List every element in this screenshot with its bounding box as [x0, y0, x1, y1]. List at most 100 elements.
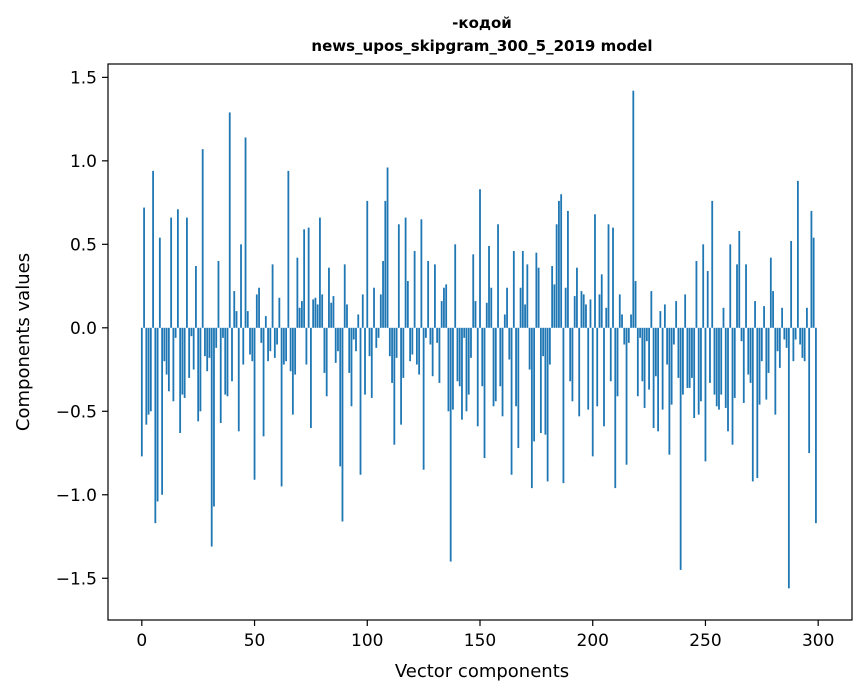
bar — [316, 304, 319, 328]
bar — [402, 327, 405, 378]
bar — [300, 301, 303, 328]
bar — [147, 327, 150, 415]
bar — [808, 327, 811, 454]
y-axis-label: Components values — [13, 253, 34, 431]
bar — [682, 327, 684, 395]
bar — [544, 327, 547, 435]
bar — [774, 327, 777, 415]
bar — [760, 327, 763, 362]
bar — [289, 327, 292, 372]
bar — [560, 194, 563, 328]
bar — [269, 327, 272, 352]
bar — [790, 240, 793, 328]
bar — [276, 327, 278, 345]
bar — [733, 327, 736, 398]
bar — [576, 267, 578, 328]
bar — [456, 327, 459, 382]
bar — [253, 327, 256, 480]
bar — [195, 266, 197, 328]
bar — [533, 327, 536, 442]
bar — [219, 327, 222, 423]
bar — [806, 307, 808, 328]
chart-title: -кодой — [452, 14, 512, 32]
bar — [298, 307, 301, 328]
bar — [605, 307, 608, 328]
bar — [161, 327, 164, 495]
bar — [598, 294, 601, 328]
bar — [485, 302, 488, 328]
bar — [231, 327, 233, 382]
bar — [348, 327, 351, 373]
bar — [722, 307, 725, 328]
bar — [648, 327, 650, 390]
bar — [672, 327, 675, 345]
x-tick-label: 300 — [802, 631, 834, 651]
bar — [458, 327, 461, 387]
y-tick-label: 1.5 — [70, 68, 97, 88]
bar — [670, 327, 673, 405]
bar — [463, 327, 466, 338]
bar — [695, 261, 698, 328]
bar — [515, 327, 517, 407]
bar — [603, 327, 605, 427]
bar — [213, 327, 215, 507]
bar — [370, 327, 373, 398]
bar — [508, 327, 511, 360]
bar — [323, 327, 326, 373]
bar — [772, 291, 774, 328]
bar — [262, 327, 265, 437]
bar — [285, 327, 288, 362]
bar — [567, 210, 569, 328]
bar — [661, 327, 664, 410]
bar — [792, 327, 795, 362]
bar — [607, 224, 610, 328]
bar — [706, 271, 709, 328]
bar — [436, 327, 439, 343]
bar — [535, 252, 538, 328]
bar — [341, 327, 344, 522]
bar — [636, 327, 639, 397]
bar — [796, 180, 799, 328]
bar — [623, 327, 626, 345]
bar — [314, 297, 317, 328]
bar — [424, 327, 427, 338]
y-tick-label: −1.0 — [56, 486, 97, 506]
bar — [537, 267, 540, 328]
bar — [388, 327, 391, 357]
bar — [654, 327, 657, 377]
bar — [596, 327, 599, 407]
bar — [461, 327, 463, 420]
bar — [267, 327, 269, 362]
bar — [659, 311, 662, 328]
bar — [589, 299, 592, 328]
bar — [627, 327, 630, 343]
bar — [474, 301, 477, 328]
bar — [546, 327, 549, 482]
bar — [337, 327, 339, 352]
bar — [677, 327, 680, 378]
bar — [718, 327, 720, 410]
bar — [443, 287, 445, 328]
bar — [183, 327, 186, 398]
bar — [346, 304, 348, 328]
bar — [799, 327, 802, 345]
bar — [476, 327, 479, 427]
bar — [483, 327, 486, 459]
bar — [542, 327, 545, 357]
bar — [571, 327, 574, 402]
bar — [395, 327, 398, 358]
bar — [413, 251, 416, 328]
bar — [657, 327, 660, 432]
bar — [404, 217, 407, 328]
bar — [803, 327, 806, 362]
bar — [222, 327, 224, 338]
bar — [156, 327, 159, 502]
bar — [406, 281, 409, 328]
bar — [244, 137, 247, 328]
bar — [431, 327, 434, 377]
bar — [594, 214, 596, 328]
bar — [769, 257, 772, 328]
bar — [199, 327, 202, 412]
bar — [172, 327, 175, 402]
bar — [282, 327, 285, 365]
